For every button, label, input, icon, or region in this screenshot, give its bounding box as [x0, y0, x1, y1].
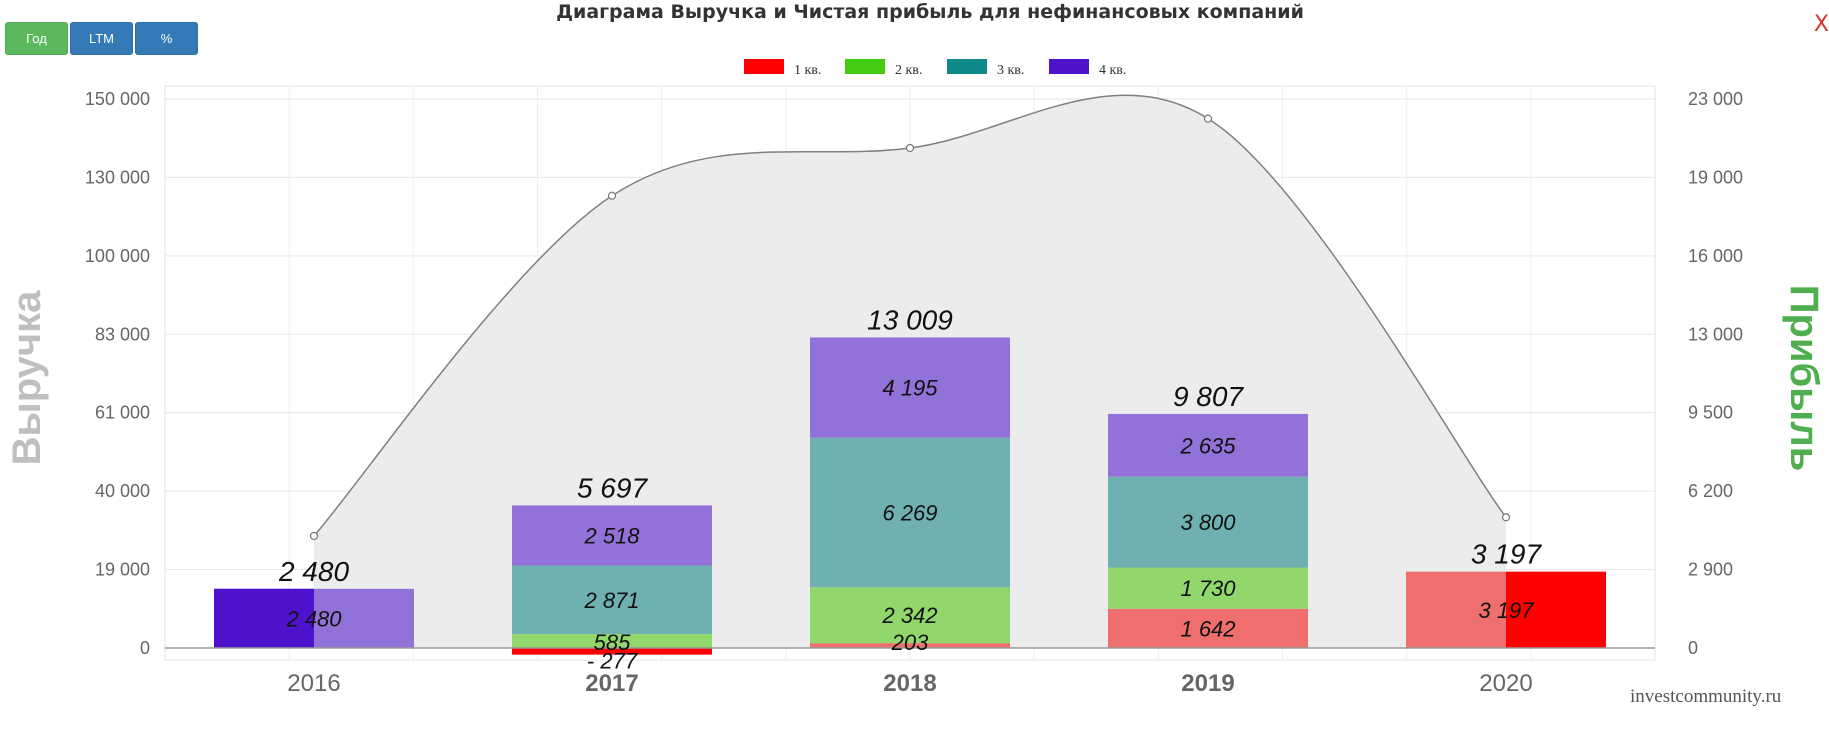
segment-label-2018-q3: 6 269 [882, 500, 937, 525]
segment-label-2018-q4: 4 195 [882, 376, 938, 401]
legend-swatch-4[interactable] [1049, 59, 1089, 74]
bar-2019-q2[interactable] [1108, 567, 1308, 609]
axes: 150 000 130 000 100 000 83 000 61 000 40 000 1… [5, 89, 1826, 697]
right-tick-label: 0 [1688, 638, 1698, 658]
percent-button[interactable]: % [135, 22, 198, 55]
bar-2018-q4[interactable] [810, 337, 1010, 438]
left-tick-label: 130 000 [85, 167, 150, 187]
bar-2017-q2[interactable] [512, 634, 712, 648]
left-tick-label: 19 000 [95, 560, 150, 580]
segment-label-2016-q4: 2 480 [285, 606, 342, 631]
segment-label-2019-q4: 2 635 [1179, 433, 1236, 458]
legend: 1 кв. 2 кв. 3 кв. 4 кв. [744, 59, 1126, 78]
revenue-point[interactable] [1203, 114, 1213, 123]
left-tick-label: 83 000 [95, 324, 150, 344]
segment-label-2018-q2: 2 342 [881, 603, 937, 628]
legend-swatch-2[interactable] [845, 59, 885, 74]
legend-label-4[interactable]: 4 кв. [1099, 63, 1126, 78]
total-label-2016: 2 480 [278, 556, 349, 587]
total-label-2020: 3 197 [1471, 539, 1542, 570]
right-tick-label: 6 200 [1688, 481, 1733, 501]
bar-highlight-2020 [1506, 571, 1606, 648]
x-tick-label: 2017 [585, 670, 638, 697]
legend-label-1[interactable]: 1 кв. [794, 63, 821, 78]
left-axis-title: Выручка [5, 290, 49, 465]
watermark: investcommunity.ru [1630, 686, 1782, 707]
close-icon[interactable]: X [1813, 12, 1829, 37]
bar-2019-q1[interactable] [1108, 608, 1308, 648]
right-tick-label: 16 000 [1688, 246, 1743, 266]
left-tick-label: 40 000 [95, 481, 150, 501]
segment-label-2017-q3: 2 871 [583, 588, 639, 613]
x-tick-label: 2016 [287, 670, 340, 697]
right-tick-label: 2 900 [1688, 560, 1733, 580]
year-button[interactable]: Год [5, 22, 68, 55]
ltm-button[interactable]: LTM [70, 22, 133, 55]
revenue-point[interactable] [905, 143, 915, 153]
legend-label-3[interactable]: 3 кв. [997, 63, 1024, 78]
segment-label-2020-q1: 3 197 [1478, 598, 1534, 623]
left-tick-label: 150 000 [85, 89, 150, 109]
revenue-point[interactable] [1501, 513, 1511, 522]
right-tick-label: 13 000 [1688, 324, 1743, 344]
revenue-point[interactable] [607, 191, 617, 200]
total-label-2018: 13 009 [867, 304, 953, 335]
segment-label-2017-q4: 2 518 [583, 523, 640, 548]
right-tick-label: 19 000 [1688, 167, 1743, 187]
left-tick-label: 0 [140, 638, 150, 658]
x-tick-label: 2019 [1181, 670, 1234, 697]
bar-2019-q4[interactable] [1108, 413, 1308, 477]
legend-swatch-1[interactable] [744, 59, 784, 74]
bars [214, 337, 1606, 655]
left-tick-label: 100 000 [85, 246, 150, 266]
right-axis-title: Прибыль [1782, 285, 1826, 472]
right-tick-label: 9 500 [1688, 403, 1733, 423]
bar-2017-q4[interactable] [512, 505, 712, 566]
segment-label-2019-q3: 3 800 [1180, 510, 1236, 535]
bar-2019-q3[interactable] [1108, 476, 1308, 568]
bar-2018-q3[interactable] [810, 437, 1010, 588]
total-label-2017: 5 697 [577, 472, 648, 503]
bar-2018-q1[interactable] [810, 643, 1010, 648]
bar-2017-q1[interactable] [512, 648, 712, 655]
chart-title: Диаграма Выручка и Чистая прибыль для не… [556, 1, 1304, 23]
legend-swatch-3[interactable] [947, 59, 987, 74]
right-tick-label: 23 000 [1688, 89, 1743, 109]
segment-label-2018-q1: 203 [891, 630, 929, 655]
x-tick-label: 2020 [1479, 670, 1532, 697]
bar-highlight-2016 [214, 588, 314, 648]
legend-label-2[interactable]: 2 кв. [895, 63, 922, 78]
bar-2018-q2[interactable] [810, 587, 1010, 644]
segment-label-2019-q1: 1 642 [1180, 616, 1235, 641]
segment-label-2017-q2: 585 [594, 630, 631, 655]
segment-label-2019-q2: 1 730 [1180, 576, 1236, 601]
segment-label-2017-q1: - 277 [587, 649, 638, 674]
x-tick-label: 2018 [883, 670, 936, 697]
bar-2017-q3[interactable] [512, 565, 712, 635]
revenue-point[interactable] [309, 531, 319, 541]
left-tick-label: 61 000 [95, 403, 150, 423]
total-label-2019: 9 807 [1173, 381, 1244, 412]
period-toggle: Год LTM % [5, 22, 198, 55]
